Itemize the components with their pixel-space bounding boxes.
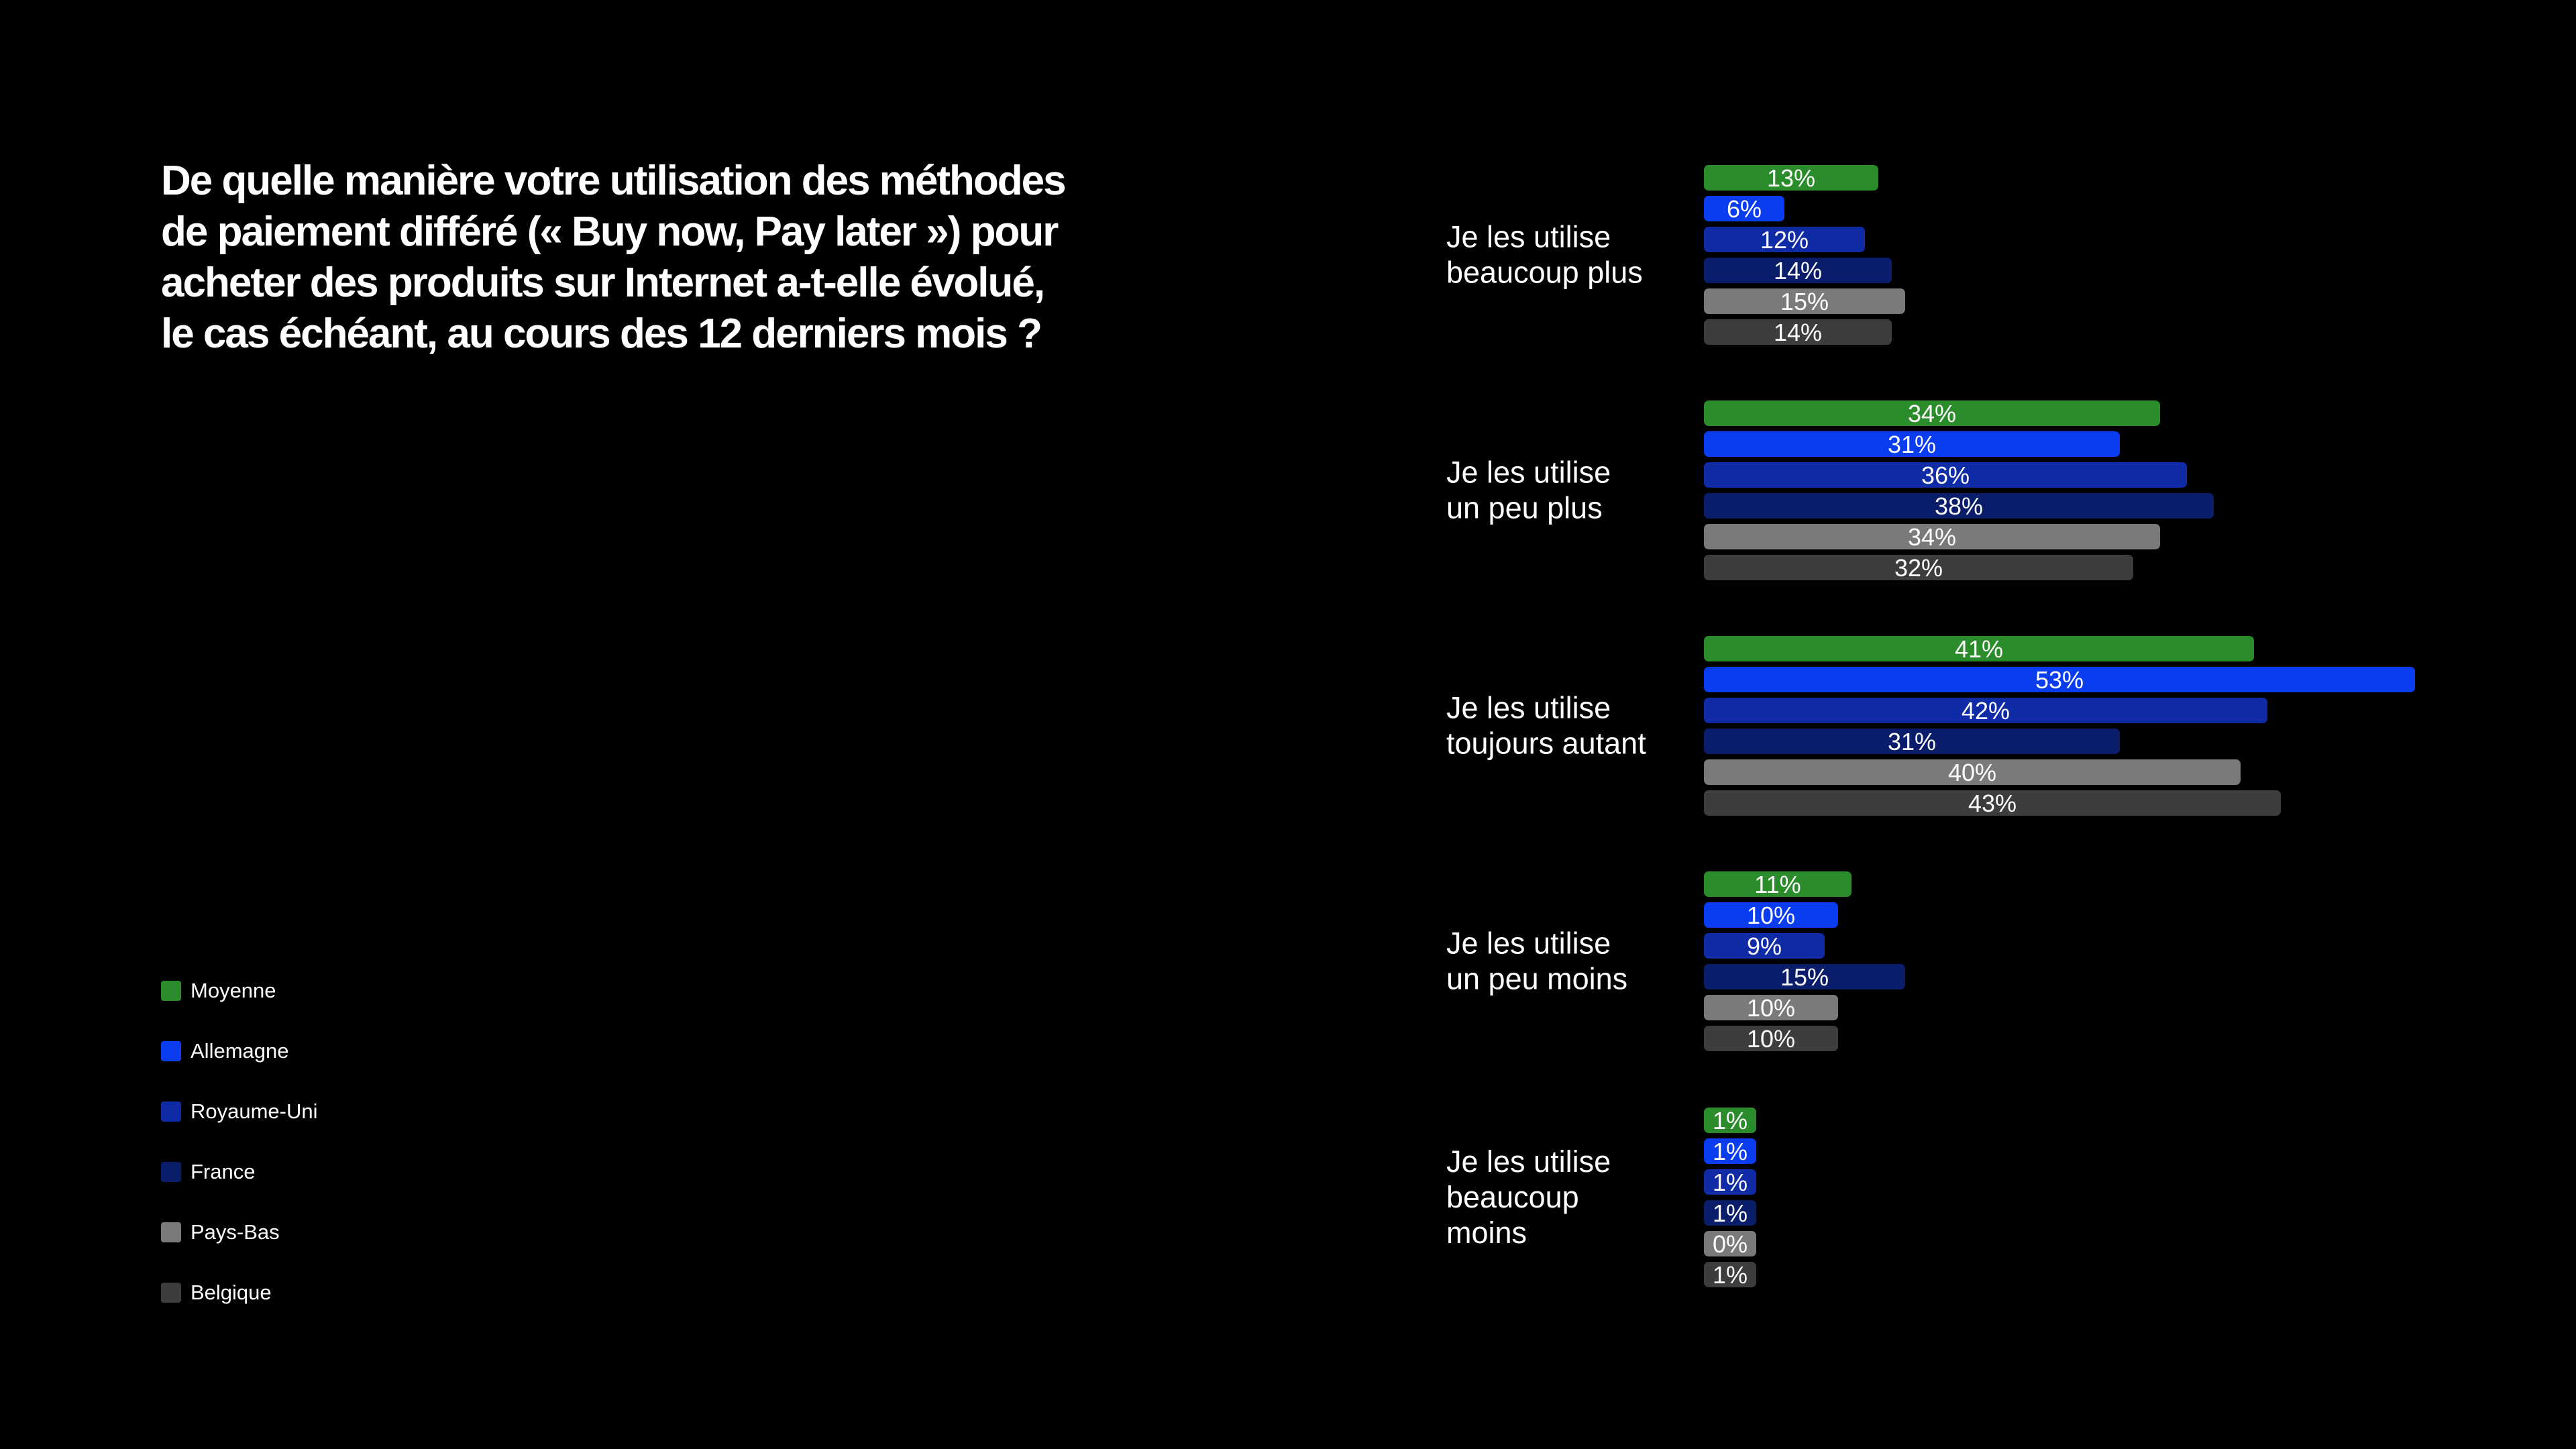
bar-value-label: 53% xyxy=(2035,666,2084,694)
bar-value-label: 10% xyxy=(1747,1025,1795,1053)
bar-value-label: 10% xyxy=(1747,994,1795,1022)
bar xyxy=(1704,555,2133,580)
bar xyxy=(1704,667,2415,692)
chart-title: De quelle manière votre utilisation des … xyxy=(161,158,1067,357)
bar-value-label: 11% xyxy=(1754,871,1801,898)
bar xyxy=(1704,493,2214,519)
bar-value-label: 12% xyxy=(1760,226,1809,254)
bar-value-label: 1% xyxy=(1713,1199,1748,1227)
category-label: Je les utilise beaucoup plus xyxy=(1446,220,1643,290)
category-label: Je les utilise beaucoup moins xyxy=(1446,1144,1611,1250)
bar-value-label: 1% xyxy=(1713,1169,1748,1196)
bar xyxy=(1704,196,1784,221)
bar xyxy=(1704,636,2254,661)
legend-label: Allemagne xyxy=(191,1039,289,1063)
bar-value-label: 6% xyxy=(1727,195,1762,223)
legend-swatch xyxy=(161,1222,181,1242)
bar xyxy=(1704,1026,1838,1051)
category-label-line: Je les utilise xyxy=(1446,220,1611,254)
bar-value-label: 34% xyxy=(1908,400,1956,427)
bar-value-label: 15% xyxy=(1780,963,1829,991)
legend-swatch xyxy=(161,1162,181,1182)
bar-value-label: 0% xyxy=(1713,1230,1748,1258)
category-label-line: Je les utilise xyxy=(1446,691,1611,725)
category-label-line: Je les utilise xyxy=(1446,926,1611,961)
bar xyxy=(1704,790,2281,816)
bar xyxy=(1704,319,1892,345)
bar-value-label: 42% xyxy=(1962,697,2010,724)
bar xyxy=(1704,400,2160,426)
legend-swatch xyxy=(161,1041,181,1061)
legend-label: France xyxy=(191,1160,256,1183)
bar-value-label: 14% xyxy=(1774,319,1822,346)
bar xyxy=(1704,902,1838,928)
bar-value-label: 31% xyxy=(1888,431,1936,458)
bar xyxy=(1704,524,2160,549)
bar-value-label: 32% xyxy=(1894,554,1943,582)
bar xyxy=(1704,462,2187,488)
bar-value-label: 34% xyxy=(1908,523,1956,551)
category-label-line: Je les utilise xyxy=(1446,455,1611,490)
bar xyxy=(1704,431,2120,457)
legend-label: Moyenne xyxy=(191,979,276,1002)
category-label-line: beaucoup xyxy=(1446,1180,1579,1214)
bar xyxy=(1704,933,1825,959)
bar-value-label: 36% xyxy=(1921,462,1970,489)
category-label-line: un peu moins xyxy=(1446,962,1627,996)
bar-value-label: 9% xyxy=(1747,932,1782,960)
bar-value-label: 10% xyxy=(1747,902,1795,929)
bar xyxy=(1704,995,1838,1020)
bar-value-label: 40% xyxy=(1948,759,1996,786)
bar xyxy=(1704,871,1851,897)
category-label-line: Je les utilise xyxy=(1446,1144,1611,1179)
legend-swatch xyxy=(161,981,181,1001)
bar-value-label: 1% xyxy=(1713,1107,1748,1134)
category-label-line: un peu plus xyxy=(1446,491,1603,525)
legend-item: Pays-Bas xyxy=(161,1202,564,1263)
legend-item: Moyenne xyxy=(161,961,564,1021)
legend-swatch xyxy=(161,1102,181,1122)
bar xyxy=(1704,227,1865,252)
bar xyxy=(1704,165,1878,191)
bar xyxy=(1704,1262,1756,1287)
category-label-line: toujours autant xyxy=(1446,727,1646,761)
legend-item: Royaume-Uni xyxy=(161,1081,564,1142)
bar-value-label: 38% xyxy=(1935,492,1983,520)
bar xyxy=(1704,1138,1756,1164)
bar-value-label: 1% xyxy=(1713,1138,1748,1165)
bar xyxy=(1704,729,2120,754)
bar xyxy=(1704,1200,1756,1226)
bar xyxy=(1704,258,1892,283)
bar xyxy=(1704,964,1905,989)
bar-value-label: 41% xyxy=(1955,635,2003,663)
bar-value-label: 31% xyxy=(1888,728,1936,755)
category-label: Je les utilise toujours autant xyxy=(1446,691,1646,761)
bar-value-label: 14% xyxy=(1774,257,1822,284)
bar-value-label: 13% xyxy=(1767,164,1815,192)
legend-label: Royaume-Uni xyxy=(191,1099,318,1123)
category-label: Je les utilise un peu plus xyxy=(1446,455,1611,525)
legend-item: France xyxy=(161,1142,564,1202)
bar-value-label: 15% xyxy=(1780,288,1829,315)
legend-label: Belgique xyxy=(191,1281,272,1304)
legend-label: Pays-Bas xyxy=(191,1220,280,1244)
bar-value-label: 43% xyxy=(1968,790,2017,817)
bar xyxy=(1704,698,2267,723)
legend-item: Allemagne xyxy=(161,1021,564,1081)
bar xyxy=(1704,1169,1756,1195)
category-label: Je les utilise un peu moins xyxy=(1446,926,1627,996)
category-label-line: moins xyxy=(1446,1216,1527,1250)
bar-value-label: 1% xyxy=(1713,1261,1748,1289)
legend-swatch xyxy=(161,1283,181,1303)
legend: Moyenne Allemagne Royaume-Uni France Pays-Ba… xyxy=(161,961,564,1323)
bar xyxy=(1704,288,1905,314)
bar xyxy=(1704,1231,1756,1256)
bar xyxy=(1704,1108,1756,1133)
legend-item: Belgique xyxy=(161,1263,564,1323)
bar xyxy=(1704,759,2241,785)
category-label-line: beaucoup plus xyxy=(1446,256,1643,290)
